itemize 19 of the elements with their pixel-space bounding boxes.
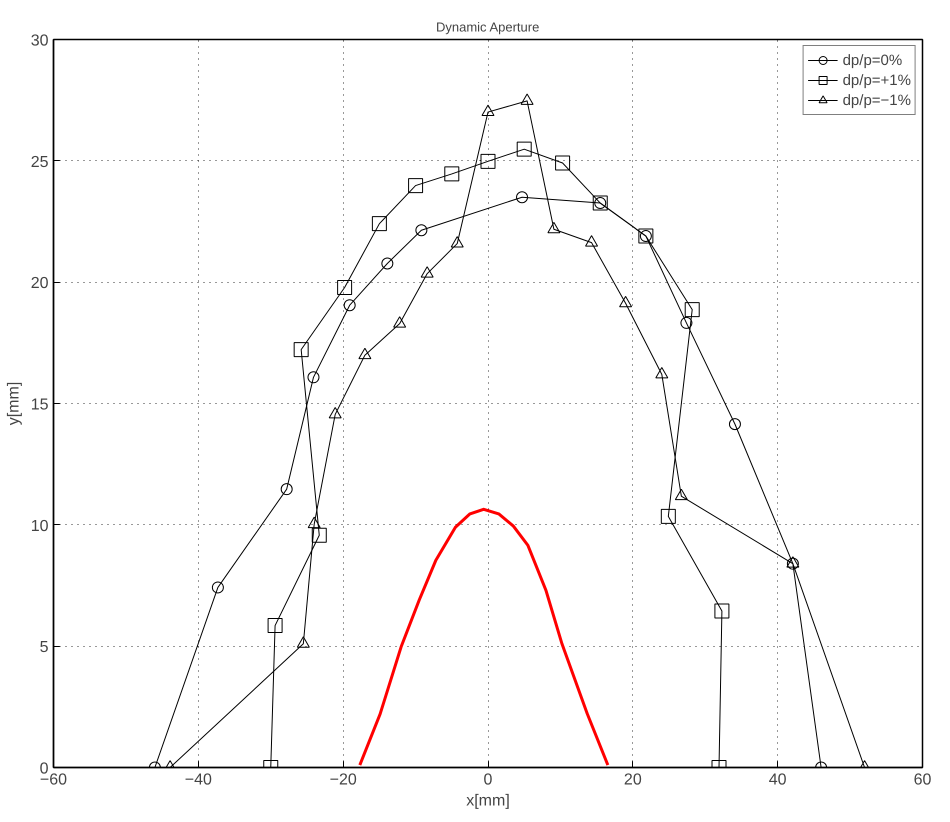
x-axis-title: x[mm] <box>466 792 510 810</box>
y-tick-label: 25 <box>30 154 49 171</box>
y-tick-label: 15 <box>30 396 49 414</box>
chart-title: Dynamic Aperture <box>436 20 540 34</box>
x-tick-label: −20 <box>330 772 357 788</box>
x-tick-label: 40 <box>768 772 787 788</box>
y-tick-label: 5 <box>40 639 49 656</box>
line-series <box>358 508 610 767</box>
y-tick-label: 30 <box>30 32 49 50</box>
x-tick-label: 0 <box>484 772 493 788</box>
legend-label: dp/p=0% <box>842 52 902 68</box>
x-tick-label: −40 <box>184 772 212 788</box>
y-tick-label: 20 <box>30 275 49 292</box>
legend-label: dp/p=+1% <box>842 72 911 88</box>
y-tick-label: 10 <box>30 518 49 535</box>
x-tick-label: 20 <box>624 772 642 788</box>
y-axis-title: y[mm] <box>6 382 23 426</box>
x-tick-label: 60 <box>914 772 932 788</box>
legend-label: dp/p=−1% <box>842 92 911 108</box>
